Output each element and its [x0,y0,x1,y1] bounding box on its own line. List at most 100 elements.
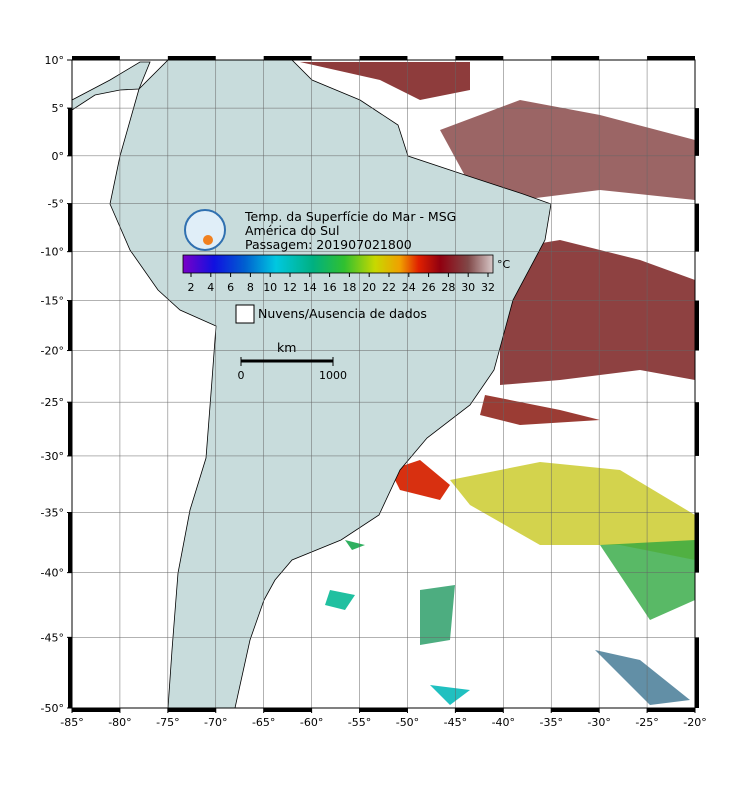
lat-label: -15° [41,295,64,308]
sst-patch [325,590,355,610]
frame-segment [72,56,120,60]
scale-label: 1000 [319,369,347,382]
frame-segment [455,56,504,60]
sst-patch [390,460,450,500]
lat-label: -35° [41,506,64,519]
colorbar-label: 14 [303,281,317,294]
frame-segment [68,108,72,156]
frame-segment [68,300,72,351]
sst-patch [420,585,455,645]
sst-patch [300,62,470,100]
lon-label: -40° [492,716,515,729]
sst-patch [480,395,600,425]
frame-segment [359,708,408,712]
colorbar-label: 22 [382,281,396,294]
lat-label: 10° [45,54,65,67]
lon-label: -85° [60,716,83,729]
lat-label: -5° [48,198,64,211]
frame-segment [647,708,695,712]
sst-patch [500,240,695,385]
colorbar-label: 28 [441,281,455,294]
lat-label: -40° [41,567,64,580]
lat-label: -25° [41,396,64,409]
colorbar-label: 18 [342,281,356,294]
frame-ticks [67,56,699,713]
sst-patch [430,685,470,705]
colorbar-label: 32 [481,281,495,294]
logo-dot [203,235,213,245]
frame-segment [263,56,312,60]
frame-segment [695,637,699,708]
map-area [72,60,695,708]
colorbar-label: 10 [263,281,277,294]
legend-swatch [235,304,255,324]
lon-label: -30° [587,716,610,729]
frame-segment [455,708,504,712]
frame-segment [68,637,72,708]
scale-label: 0 [238,369,245,382]
colorbar-label: 6 [227,281,234,294]
sst-patch [440,100,695,200]
colorbar-label: 30 [461,281,475,294]
lon-label: -65° [252,716,275,729]
colorbar-label: 8 [247,281,254,294]
frame-segment [695,203,699,252]
lon-label: -25° [635,716,658,729]
frame-segment [72,708,120,712]
frame-segment [551,708,600,712]
frame-segment [695,300,699,351]
colorbar-unit: °C [497,258,511,271]
scale-ticks: 0 1000 [238,357,347,382]
sst-patch [600,540,695,620]
scale-unit: km [277,340,296,355]
lon-label: -80° [108,716,131,729]
sst-patch [345,540,365,550]
lon-label: -60° [300,716,323,729]
frame-segment [647,56,695,60]
frame-segment [263,708,312,712]
legend-label: Nuvens/Ausencia de dados [258,306,427,321]
lat-label: 5° [52,102,65,115]
frame-segment [68,402,72,456]
lat-label: -50° [41,702,64,715]
colorbar [182,254,494,274]
lon-label: -55° [348,716,371,729]
title: Temp. da Superfície do Mar - MSG [244,209,456,224]
lon-label: -35° [539,716,562,729]
sst-patch [595,650,690,705]
lat-label: 0° [52,150,65,163]
frame-segment [695,512,699,573]
frame-segment [359,56,408,60]
lon-label: -45° [444,716,467,729]
colorbar-label: 16 [323,281,337,294]
frame-segment [68,203,72,252]
frame-segment [551,56,600,60]
sst-patch [450,462,695,560]
colorbar-label: 24 [402,281,416,294]
frame-segment [68,512,72,573]
lon-label: -75° [156,716,179,729]
lon-label: -50° [396,716,419,729]
frame-segment [167,708,216,712]
frame-segment [167,56,216,60]
colorbar-label: 4 [207,281,214,294]
region: América do Sul [245,223,339,238]
colorbar-label: 2 [188,281,195,294]
lat-label: -30° [41,450,64,463]
lat-label: -45° [41,631,64,644]
lat-label: -20° [41,345,64,358]
graticule [72,60,695,708]
pass: Passagem: 201907021800 [245,237,412,252]
frame-segment [695,108,699,156]
colorbar-label: 26 [422,281,436,294]
colorbar-ticks: 2 4 6 8 10 12 14 16 18 20 22 24 26 28 30 32 [188,273,495,294]
lon-label: -20° [683,716,706,729]
frame-segment [695,402,699,456]
lon-label: -70° [204,716,227,729]
colorbar-label: 12 [283,281,297,294]
logo [184,209,226,251]
colorbar-label: 20 [362,281,376,294]
lat-label: -10° [41,246,64,259]
